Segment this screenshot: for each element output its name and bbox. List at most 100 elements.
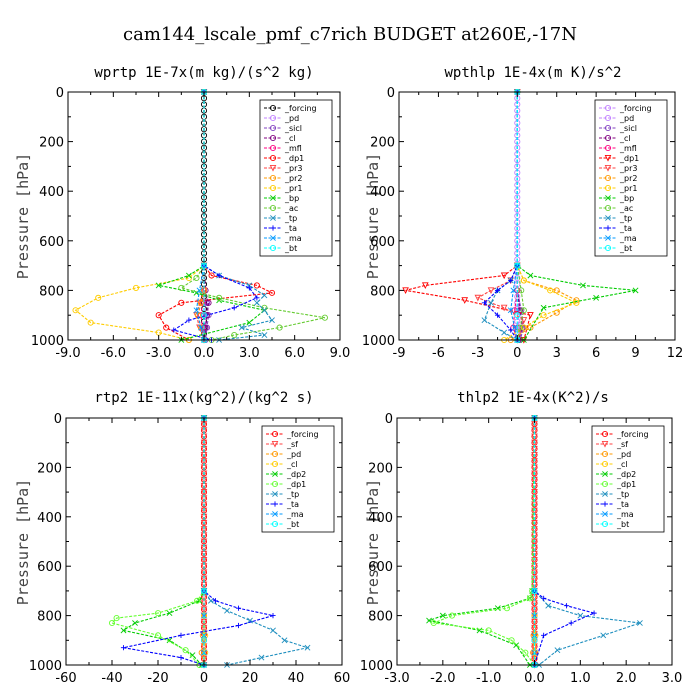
y-tick-label: 200 xyxy=(370,136,395,151)
legend-item: _cl xyxy=(266,460,298,469)
y-tick-label: 600 xyxy=(370,235,395,250)
data-point xyxy=(474,294,482,302)
data-point xyxy=(261,332,268,338)
y-tick-label: 400 xyxy=(39,185,64,200)
data-point xyxy=(193,274,200,282)
data-point xyxy=(531,618,538,626)
legend-item: _sf xyxy=(596,440,628,449)
data-point xyxy=(605,225,611,231)
data-point xyxy=(481,300,488,306)
legend-label: _bt xyxy=(284,244,297,253)
x-tick-label: -6 xyxy=(432,346,445,361)
data-point xyxy=(593,294,600,301)
data-point xyxy=(166,610,173,617)
x-tick-label: 3 xyxy=(553,346,561,361)
data-point xyxy=(189,652,196,659)
data-point xyxy=(508,637,515,644)
data-point xyxy=(439,612,446,619)
legend-item: _pd xyxy=(596,450,631,459)
data-point xyxy=(531,612,538,619)
panel-title: thlp2 1E-4x(K^2)/s xyxy=(457,390,609,406)
legend-label: _bt xyxy=(286,520,299,529)
data-point xyxy=(531,439,538,447)
legend-item: _tp xyxy=(266,490,299,499)
legend-label: _tp xyxy=(286,490,299,499)
data-point xyxy=(601,460,609,468)
data-point xyxy=(261,307,268,314)
legend-label: _tp xyxy=(284,214,297,223)
x-tick-label: 1.0 xyxy=(570,671,591,686)
data-point xyxy=(258,654,265,661)
data-point xyxy=(514,144,521,151)
legend-label: _dp2 xyxy=(616,470,636,479)
data-point xyxy=(604,144,612,152)
data-point xyxy=(304,644,311,651)
data-point xyxy=(604,164,612,172)
data-point xyxy=(269,174,277,182)
series-line xyxy=(516,92,525,341)
data-point xyxy=(246,319,253,326)
data-point xyxy=(200,538,208,546)
legend-item: _cl xyxy=(599,134,631,143)
data-point xyxy=(200,470,208,478)
panel-rtp2: rtp2 1E-11x(kg^2)/(kg^2 s) Pressure [hPa… xyxy=(14,390,350,686)
data-point xyxy=(269,317,275,324)
data-point xyxy=(194,597,201,604)
legend-item: _ac xyxy=(264,204,298,213)
data-point xyxy=(600,632,607,639)
data-point xyxy=(604,244,612,252)
data-point xyxy=(514,274,521,282)
data-point xyxy=(272,511,278,517)
legend-label: _tp xyxy=(616,490,629,499)
data-point xyxy=(402,287,409,295)
legend-label: _tp xyxy=(619,214,632,223)
data-point xyxy=(604,184,612,192)
data-point xyxy=(553,287,560,294)
x-tick-label: 0 xyxy=(200,671,208,686)
data-point xyxy=(601,430,609,438)
data-point xyxy=(281,637,288,644)
figure-title: cam144_lscale_pmf_c7rich BUDGET at260E,-… xyxy=(123,24,577,45)
x-tick-label: 0.0 xyxy=(524,671,545,686)
legend-item: _sf xyxy=(266,440,298,449)
data-point xyxy=(514,262,521,269)
data-point xyxy=(208,272,215,279)
y-tick-label: 1000 xyxy=(360,659,393,674)
legend-label: _pr1 xyxy=(619,184,637,193)
legend-item: _pd xyxy=(599,114,634,123)
legend-item: _bp xyxy=(264,194,299,203)
data-point xyxy=(487,287,495,295)
data-point xyxy=(604,204,612,212)
legend-item: _ma xyxy=(266,510,304,519)
series-dp2 xyxy=(120,415,207,668)
data-point xyxy=(500,304,508,312)
legend-item: _pr1 xyxy=(599,184,637,193)
legend-label: _ta xyxy=(284,224,297,233)
series-sicl xyxy=(514,88,527,344)
legend-label: _dp1 xyxy=(616,480,636,489)
data-point xyxy=(604,114,612,122)
legend-item: _dp2 xyxy=(266,470,306,479)
data-point xyxy=(270,627,276,634)
data-point xyxy=(216,272,222,279)
data-point xyxy=(120,645,127,651)
data-point xyxy=(545,602,552,609)
data-point xyxy=(200,262,208,269)
data-point xyxy=(154,610,162,617)
data-point xyxy=(514,194,521,201)
data-point xyxy=(554,647,561,654)
y-tick-label: 400 xyxy=(370,185,395,200)
data-point xyxy=(601,480,609,488)
data-point xyxy=(271,520,279,528)
data-point xyxy=(212,598,219,604)
data-point xyxy=(95,294,102,301)
legend-item: _pr2 xyxy=(264,174,302,183)
data-point xyxy=(605,235,611,241)
data-point xyxy=(276,324,283,331)
data-point xyxy=(604,134,612,142)
data-point xyxy=(271,440,279,448)
data-point xyxy=(253,282,260,289)
data-point xyxy=(171,327,177,333)
data-point xyxy=(200,519,208,527)
data-point xyxy=(531,606,538,614)
